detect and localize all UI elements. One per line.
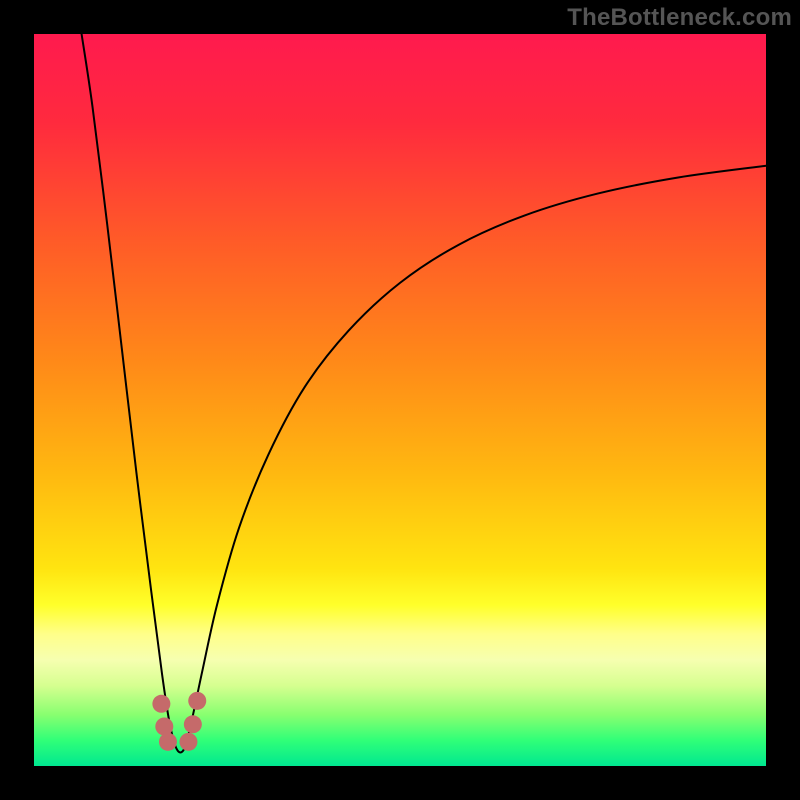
watermark-text: TheBottleneck.com [567, 4, 792, 32]
minimum-marker [159, 733, 177, 751]
chart-container: TheBottleneck.com [0, 0, 800, 800]
minimum-marker [152, 695, 170, 713]
plot-gradient [34, 34, 766, 766]
minimum-marker [179, 733, 197, 751]
minimum-marker [155, 717, 173, 735]
minimum-marker [188, 692, 206, 710]
bottleneck-chart [0, 0, 800, 800]
minimum-marker [184, 715, 202, 733]
